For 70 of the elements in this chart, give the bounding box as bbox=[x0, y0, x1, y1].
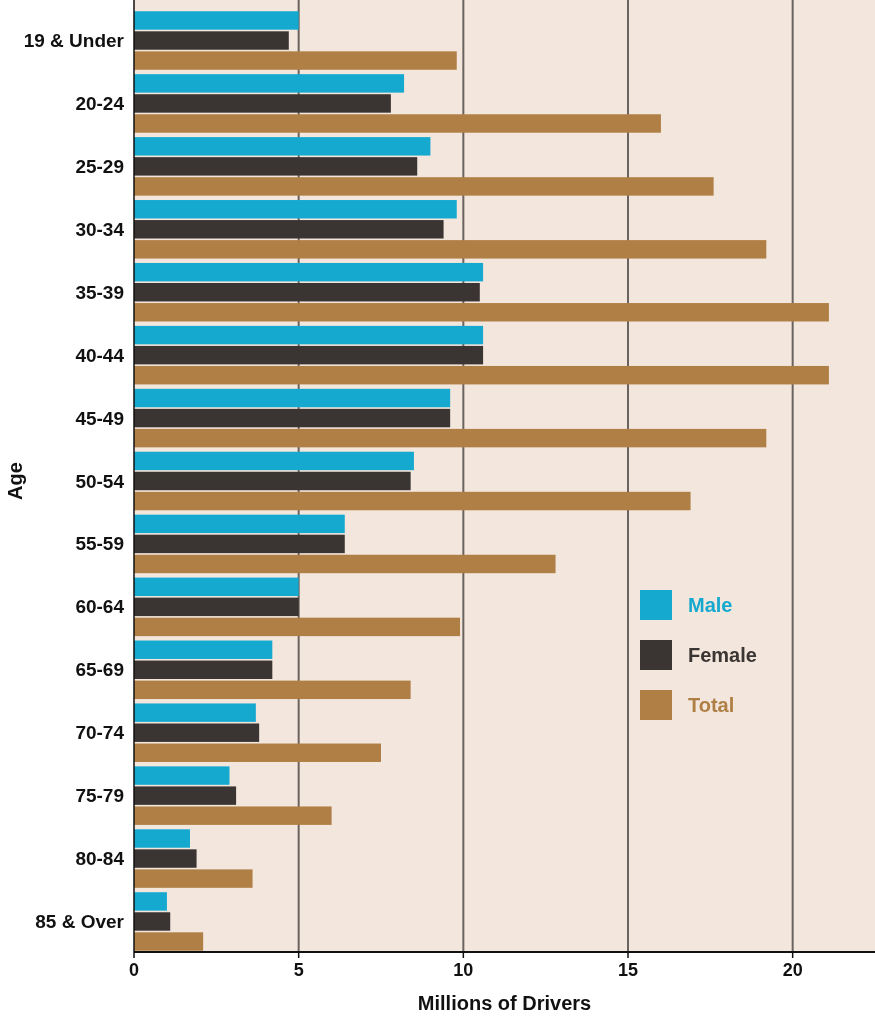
y-tick-label: 55-59 bbox=[75, 533, 124, 555]
bar bbox=[134, 766, 230, 785]
bar bbox=[134, 703, 256, 722]
x-tick-label: 5 bbox=[293, 960, 304, 980]
bar bbox=[134, 114, 661, 133]
bar bbox=[134, 597, 299, 617]
bar bbox=[134, 680, 411, 700]
legend-label: Female bbox=[688, 644, 757, 666]
bar bbox=[134, 514, 345, 534]
bar bbox=[134, 849, 197, 868]
x-tick-label: 20 bbox=[782, 960, 803, 980]
bar bbox=[134, 554, 556, 574]
bar bbox=[134, 262, 484, 282]
legend-label: Male bbox=[688, 594, 733, 616]
bar bbox=[134, 137, 431, 156]
y-tick-label: 35-39 bbox=[75, 281, 124, 303]
bar bbox=[134, 892, 167, 911]
bar bbox=[134, 743, 381, 762]
y-tick-label: 65-69 bbox=[75, 659, 124, 681]
bar bbox=[134, 94, 391, 113]
bar bbox=[134, 325, 484, 345]
bar bbox=[134, 240, 767, 259]
bar bbox=[134, 365, 829, 385]
bar bbox=[134, 177, 714, 196]
bar bbox=[134, 471, 411, 491]
legend-label: Total bbox=[688, 694, 735, 716]
bar bbox=[134, 51, 457, 70]
y-tick-label: 80-84 bbox=[75, 848, 125, 870]
bar bbox=[134, 786, 237, 805]
y-tick-label: 20-24 bbox=[75, 92, 125, 114]
bar bbox=[134, 31, 289, 50]
bar bbox=[134, 617, 461, 637]
y-tick-label: 25-29 bbox=[75, 155, 124, 177]
y-tick-label: 75-79 bbox=[75, 785, 124, 807]
bar bbox=[134, 829, 190, 848]
bar bbox=[134, 806, 332, 825]
y-tick-label: 30-34 bbox=[75, 218, 125, 240]
x-tick-label: 10 bbox=[453, 960, 474, 980]
y-tick-label: 60-64 bbox=[75, 596, 125, 618]
bar bbox=[134, 723, 260, 742]
bar bbox=[134, 534, 345, 554]
bar bbox=[134, 283, 480, 302]
bar bbox=[134, 428, 767, 448]
y-tick-label: 50-54 bbox=[75, 470, 125, 492]
x-axis-title: Millions of Drivers bbox=[417, 992, 592, 1014]
bar bbox=[134, 660, 273, 679]
y-tick-label: 40-44 bbox=[75, 344, 125, 366]
bar bbox=[134, 303, 829, 322]
bar bbox=[134, 912, 171, 931]
bar bbox=[134, 157, 418, 176]
bar bbox=[134, 200, 457, 219]
bar bbox=[134, 220, 444, 239]
y-tick-label: 19 & Under bbox=[23, 30, 125, 52]
bar bbox=[134, 408, 451, 428]
bar bbox=[134, 11, 299, 30]
bar bbox=[134, 451, 414, 471]
bar bbox=[134, 932, 204, 951]
bar bbox=[134, 869, 253, 888]
bar bbox=[134, 577, 299, 597]
bar bbox=[134, 74, 405, 93]
y-axis-title: Age bbox=[4, 462, 26, 500]
y-tick-label: 85 & Over bbox=[35, 910, 125, 932]
bar bbox=[134, 388, 451, 408]
bar bbox=[134, 491, 691, 511]
bar bbox=[134, 345, 484, 365]
bar bbox=[134, 640, 273, 659]
y-tick-label: 45-49 bbox=[75, 407, 124, 429]
x-tick-label: 0 bbox=[128, 960, 140, 980]
y-tick-label: 70-74 bbox=[75, 722, 125, 744]
x-tick-label: 15 bbox=[617, 960, 639, 980]
